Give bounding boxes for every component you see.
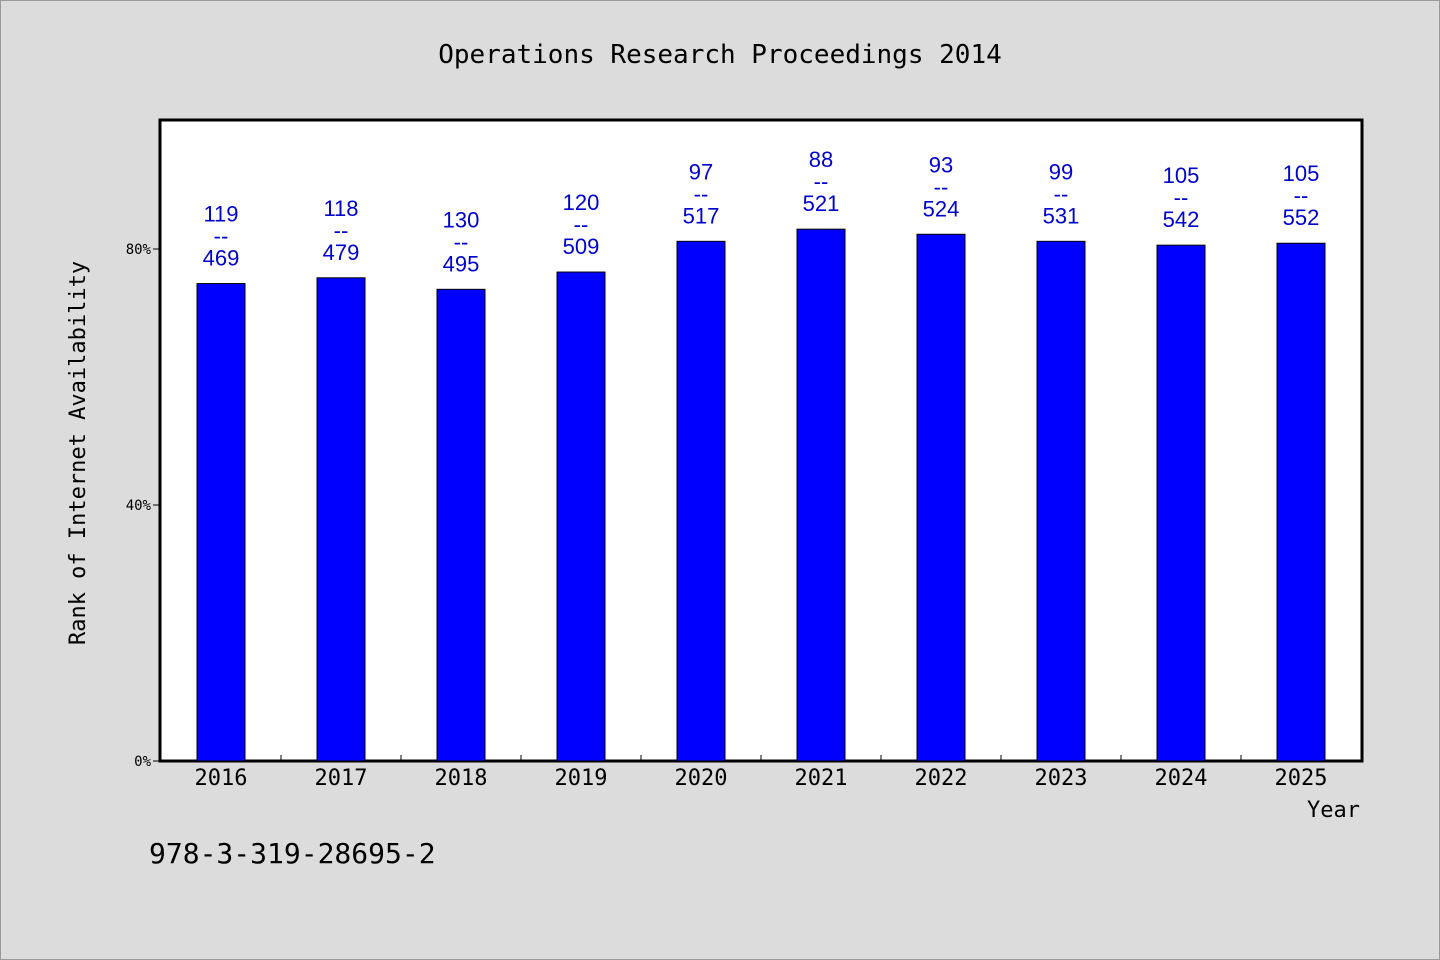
x-tick-label-2023: 2023 (1035, 766, 1088, 791)
bar-2019 (556, 271, 606, 762)
data-label-bottom-2020: 517 (683, 203, 720, 228)
data-label-top-2019: 120 (563, 190, 600, 215)
data-label-top-2021: 88 (809, 147, 833, 172)
bar-2021 (796, 228, 846, 762)
data-label-top-2024: 105 (1163, 163, 1200, 188)
data-label-top-2018: 130 (443, 207, 480, 232)
data-label-bottom-2019: 509 (563, 234, 600, 259)
y-axis-label: Rank of Internet Availability (66, 261, 91, 645)
y-tick-label: 40% (126, 498, 152, 514)
data-label-sep-2018: -- (454, 229, 469, 254)
x-tick-label-2021: 2021 (795, 766, 848, 791)
data-label-bottom-2025: 552 (1283, 205, 1320, 230)
bar-2022 (916, 233, 966, 762)
x-tick-label-2022: 2022 (915, 766, 968, 791)
x-tick-label-2017: 2017 (315, 766, 368, 791)
data-label-sep-2019: -- (574, 212, 589, 237)
data-label-bottom-2017: 479 (323, 240, 360, 265)
chart-title: Operations Research Proceedings 2014 (438, 40, 1002, 70)
data-label-top-2020: 97 (689, 159, 713, 184)
data-label-sep-2021: -- (814, 169, 829, 194)
data-label-bottom-2024: 542 (1163, 207, 1200, 232)
data-label-top-2022: 93 (929, 152, 953, 177)
data-label-top-2016: 119 (203, 202, 238, 227)
x-tick-label-2019: 2019 (555, 766, 608, 791)
bar-2023 (1036, 240, 1086, 762)
data-label-bottom-2023: 531 (1043, 203, 1080, 228)
x-tick-label-2024: 2024 (1155, 766, 1208, 791)
data-label-bottom-2022: 524 (923, 196, 960, 221)
y-tick-label: 80% (126, 242, 152, 258)
data-label-top-2023: 99 (1049, 159, 1073, 184)
bar-2016 (196, 283, 246, 762)
bar-2020 (676, 240, 726, 762)
isbn-footer: 978-3-319-28695-2 (149, 837, 436, 870)
data-label-top-2025: 105 (1283, 161, 1320, 186)
data-labels-layer: 469--119479--118495--130509--120517--975… (203, 147, 1320, 276)
data-label-top-2017: 118 (323, 196, 358, 221)
y-axis: 0% 40% 80% (126, 242, 161, 770)
x-tick-label-2025: 2025 (1275, 766, 1328, 791)
data-label-bottom-2021: 521 (803, 191, 840, 216)
data-label-sep-2016: -- (214, 224, 229, 249)
data-label-sep-2024: -- (1174, 185, 1189, 210)
x-axis-label: Year (1307, 798, 1360, 823)
data-label-bottom-2016: 469 (203, 246, 240, 271)
bars-layer (196, 228, 1326, 762)
bar-2017 (316, 277, 366, 762)
bar-2024 (1156, 244, 1206, 762)
data-label-sep-2025: -- (1294, 183, 1309, 208)
data-label-sep-2020: -- (694, 181, 709, 206)
bar-2018 (436, 288, 486, 762)
data-label-sep-2022: -- (934, 174, 949, 199)
data-label-sep-2023: -- (1054, 181, 1069, 206)
x-tick-label-2016: 2016 (195, 766, 248, 791)
x-tick-label-2020: 2020 (675, 766, 728, 791)
data-label-bottom-2018: 495 (443, 251, 480, 276)
x-tick-label-2018: 2018 (435, 766, 488, 791)
y-tick-label: 0% (134, 754, 151, 770)
bar-2025 (1276, 242, 1326, 762)
data-label-sep-2017: -- (334, 218, 349, 243)
x-axis: 2016 2017 2018 2019 2020 2021 2022 2023 2024 2025 (195, 755, 1328, 791)
